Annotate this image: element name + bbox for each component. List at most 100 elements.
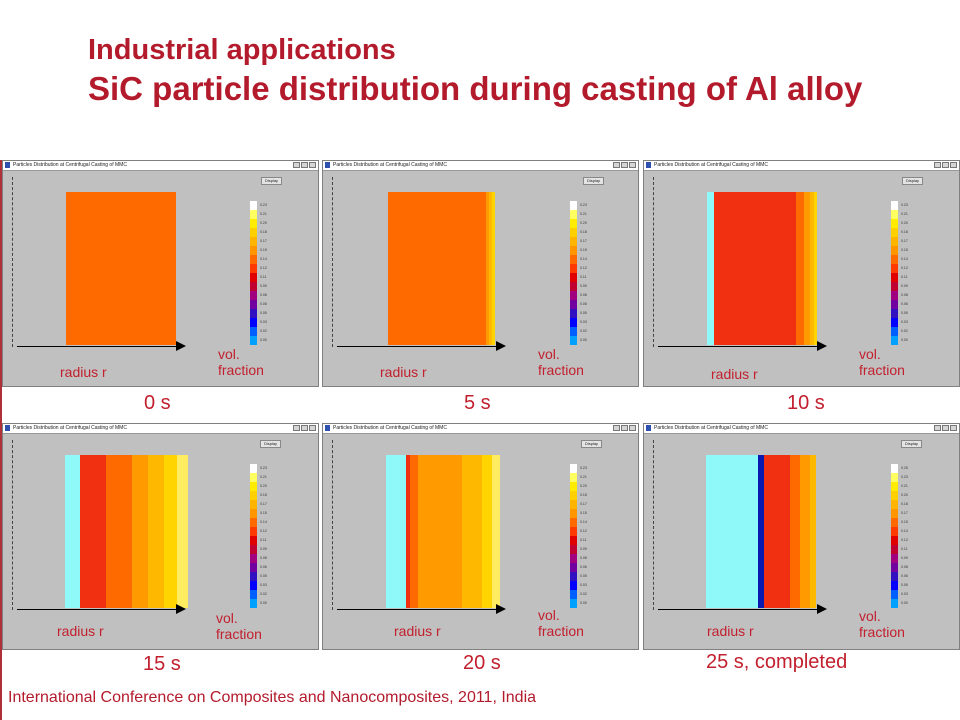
colorbar-tick-label: 0.06 — [901, 302, 908, 306]
close-button[interactable] — [950, 162, 957, 168]
colorbar-tick-label: 0.21 — [901, 212, 908, 216]
colorbar-tick-label: 0.11 — [901, 547, 908, 551]
maximize-button[interactable] — [942, 162, 949, 168]
colorbar — [891, 201, 898, 345]
concentration-band — [814, 192, 817, 345]
colorbar-tick-label: 0.09 — [901, 556, 908, 560]
radius-arrow — [337, 604, 506, 614]
display-button[interactable]: Display — [260, 440, 281, 448]
colorbar — [250, 201, 257, 345]
time-label: 20 s — [463, 652, 501, 674]
display-button[interactable]: Display — [583, 177, 604, 185]
concentration-band — [486, 192, 489, 345]
close-button[interactable] — [309, 425, 316, 431]
colorbar-tick-label: 0.03 — [260, 320, 267, 324]
colorbar-tick-label: 0.09 — [260, 547, 267, 551]
maximize-button[interactable] — [621, 425, 628, 431]
window-title-bar[interactable]: Particles Distribution at Centrifugal Ca… — [323, 161, 638, 171]
colorbar-tick-label: 0.02 — [580, 592, 587, 596]
radius-arrow — [17, 604, 186, 614]
radius-label: radius r — [57, 623, 104, 639]
maximize-button[interactable] — [942, 425, 949, 431]
distribution-plot — [65, 455, 188, 608]
window-title: Particles Distribution at Centrifugal Ca… — [333, 425, 447, 431]
minimize-button[interactable] — [934, 425, 941, 431]
concentration-band — [707, 192, 714, 345]
colorbar-tick-label: 0.14 — [260, 520, 267, 524]
vol-fraction-label: vol. fraction — [538, 346, 584, 378]
colorbar-tick-label: 0.18 — [901, 502, 908, 506]
concentration-band — [406, 455, 410, 608]
window-title: Particles Distribution at Centrifugal Ca… — [13, 425, 127, 431]
arrow-head-icon — [496, 341, 506, 351]
window-title-bar[interactable]: Particles Distribution at Centrifugal Ca… — [644, 424, 959, 434]
window-title-bar[interactable]: Particles Distribution at Centrifugal Ca… — [3, 424, 318, 434]
close-button[interactable] — [629, 162, 636, 168]
arrow-head-icon — [817, 341, 827, 351]
display-button[interactable]: Display — [581, 440, 602, 448]
minimize-button[interactable] — [613, 162, 620, 168]
slide-left-rule — [0, 160, 2, 720]
minimize-button[interactable] — [293, 425, 300, 431]
concentration-band — [386, 455, 406, 608]
colorbar-tick-label: 0.00 — [260, 338, 267, 342]
colorbar — [891, 464, 898, 608]
minimize-button[interactable] — [934, 162, 941, 168]
close-button[interactable] — [629, 425, 636, 431]
vol-label-line2: fraction — [216, 626, 262, 642]
window-title-bar[interactable]: Particles Distribution at Centrifugal Ca… — [644, 161, 959, 171]
arrow-head-icon — [176, 604, 186, 614]
app-icon — [325, 425, 330, 431]
colorbar-tick-label: 0.15 — [260, 511, 267, 515]
colorbar-tick-label: 0.25 — [901, 466, 908, 470]
colorbar-tick-label: 0.12 — [901, 266, 908, 270]
colorbar-tick-label: 0.14 — [260, 257, 267, 261]
colorbar-tick-label: 0.03 — [580, 320, 587, 324]
colorbar-tick-label: 0.02 — [901, 329, 908, 333]
close-button[interactable] — [309, 162, 316, 168]
maximize-button[interactable] — [301, 162, 308, 168]
window-title: Particles Distribution at Centrifugal Ca… — [13, 162, 127, 168]
colorbar-tick-label: 0.06 — [901, 574, 908, 578]
maximize-button[interactable] — [621, 162, 628, 168]
colorbar-tick-label: 0.05 — [901, 583, 908, 587]
concentration-band — [65, 455, 81, 608]
display-button[interactable]: Display — [261, 177, 282, 185]
sim-window-5: Particles Distribution at Centrifugal Ca… — [322, 423, 639, 650]
minimize-button[interactable] — [293, 162, 300, 168]
vol-label-line1: vol. — [216, 610, 238, 626]
colorbar-tick-label: 0.05 — [260, 311, 267, 315]
colorbar-tick-label: 0.09 — [580, 284, 587, 288]
concentration-band — [80, 455, 94, 608]
vol-label-line2: fraction — [218, 362, 264, 378]
window-title-bar[interactable]: Particles Distribution at Centrifugal Ca… — [323, 424, 638, 434]
concentration-band — [764, 455, 778, 608]
minimize-button[interactable] — [613, 425, 620, 431]
maximize-button[interactable] — [301, 425, 308, 431]
window-title-bar[interactable]: Particles Distribution at Centrifugal Ca… — [3, 161, 318, 171]
colorbar-tick-label: 0.12 — [260, 266, 267, 270]
arrow-head-icon — [817, 604, 827, 614]
colorbar-tick-label: 0.17 — [580, 502, 587, 506]
radius-label: radius r — [707, 623, 754, 639]
colorbar-tick-label: 0.00 — [580, 601, 587, 605]
close-button[interactable] — [950, 425, 957, 431]
colorbar-tick-label: 0.11 — [260, 538, 267, 542]
colorbar-tick-label: 0.06 — [260, 565, 267, 569]
vol-label-line2: fraction — [859, 624, 905, 640]
display-button[interactable]: Display — [901, 440, 922, 448]
vol-label-line2: fraction — [859, 362, 905, 378]
concentration-band — [163, 455, 178, 608]
colorbar-tick-label: 0.09 — [260, 284, 267, 288]
distribution-plot — [388, 192, 495, 345]
concentration-band — [489, 192, 492, 345]
concentration-band — [758, 455, 764, 608]
display-button[interactable]: Display — [902, 177, 923, 185]
colorbar-tick-label: 0.23 — [580, 203, 587, 207]
colorbar-tick-label: 0.20 — [901, 221, 908, 225]
center-axis-line — [653, 440, 654, 610]
colorbar-tick-label: 0.17 — [260, 239, 267, 243]
time-label: 25 s, completed — [706, 651, 848, 673]
window-title: Particles Distribution at Centrifugal Ca… — [654, 162, 768, 168]
colorbar-tick-label: 0.12 — [580, 266, 587, 270]
